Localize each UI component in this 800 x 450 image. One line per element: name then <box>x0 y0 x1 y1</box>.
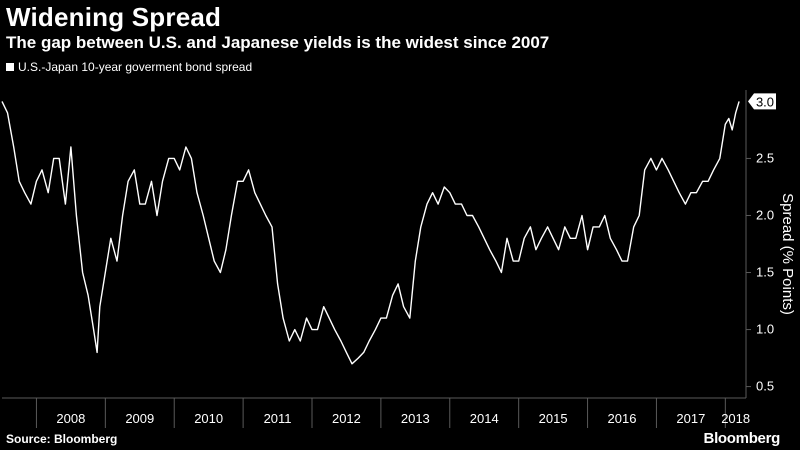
x-tick-label: 2010 <box>194 411 223 426</box>
x-tick-label: 2012 <box>332 411 361 426</box>
last-value-callout <box>748 93 776 110</box>
chart-title: Widening Spread <box>6 2 222 32</box>
x-tick-label: 2015 <box>539 411 568 426</box>
y-tick-label: 0.5 <box>756 379 774 394</box>
last-value-label: 3.0 <box>756 94 774 109</box>
x-tick-label: 2011 <box>264 411 292 426</box>
x-tick-label: 2014 <box>470 411 499 426</box>
brand-logo-text: Bloomberg <box>703 430 781 447</box>
spread-series-line <box>1 101 740 365</box>
y-tick-label: 1.5 <box>756 265 774 280</box>
legend: U.S.-Japan 10-year goverment bond spread <box>6 60 252 74</box>
x-tick-label: 2018 <box>721 411 750 426</box>
y-axis-title: Spread (% Points) <box>779 193 796 315</box>
x-tick-label: 2013 <box>401 411 430 426</box>
x-tick-label: 2008 <box>56 411 85 426</box>
x-tick-label: 2016 <box>608 411 637 426</box>
chart-subtitle: The gap between U.S. and Japanese yields… <box>6 33 550 52</box>
x-tick-label: 2009 <box>125 411 154 426</box>
x-tick-label: 2017 <box>676 411 705 426</box>
legend-swatch <box>6 63 14 71</box>
legend-label: U.S.-Japan 10-year goverment bond spread <box>18 60 253 74</box>
y-tick-label: 2.5 <box>756 150 774 165</box>
source-note: Source: Bloomberg <box>6 432 118 446</box>
y-tick-label: 2.0 <box>756 207 774 222</box>
y-tick-label: 1.0 <box>756 322 774 337</box>
